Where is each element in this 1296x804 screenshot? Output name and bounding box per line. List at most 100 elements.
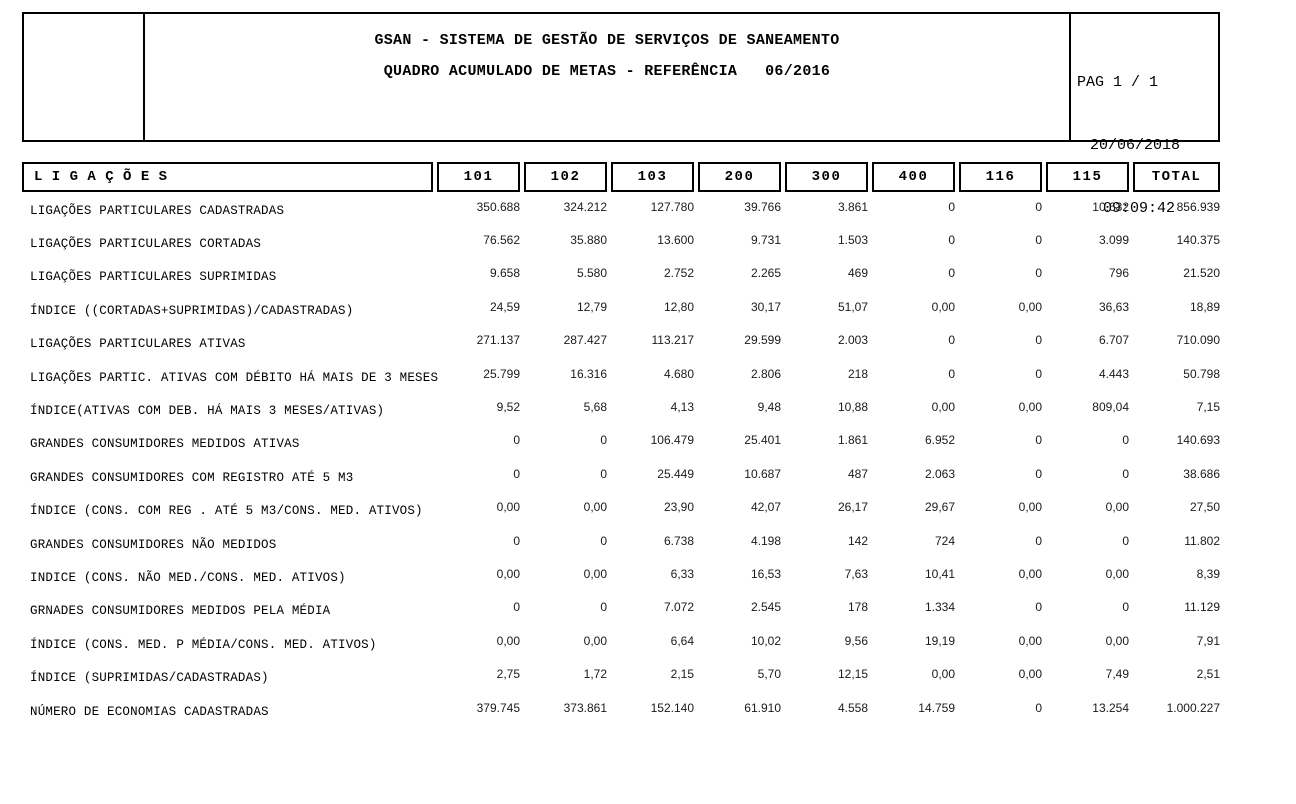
table-row: GRANDES CONSUMIDORES MEDIDOS ATIVAS 0 0 106… bbox=[22, 428, 1220, 461]
cell-value: 0 bbox=[1035, 366, 1042, 381]
cell-value: 140.693 bbox=[1176, 433, 1220, 448]
cell-value: 50.798 bbox=[1183, 366, 1220, 381]
cell-value: 856.939 bbox=[1176, 199, 1220, 214]
column-header-101: 101 bbox=[437, 162, 520, 192]
cell-value: 0 bbox=[948, 366, 955, 381]
cell-value: 0 bbox=[600, 433, 607, 448]
cell-value: 0 bbox=[1035, 199, 1042, 214]
cell-value: 25.799 bbox=[483, 366, 520, 381]
row-label: LIGAÇÕES PARTICULARES ATIVAS bbox=[30, 337, 246, 352]
cell-value: 3.099 bbox=[1098, 233, 1129, 248]
cell-value: 18,89 bbox=[1189, 299, 1220, 314]
cell-value: 2.806 bbox=[750, 366, 781, 381]
cell-value: 2,15 bbox=[670, 667, 694, 682]
cell-value: 0 bbox=[1122, 533, 1129, 548]
cell-value: 5,70 bbox=[757, 667, 781, 682]
row-label: ÍNDICE ((CORTADAS+SUPRIMIDAS)/CADASTRADA… bbox=[30, 303, 354, 318]
cell-value: 29.599 bbox=[744, 333, 781, 348]
cell-value: 0,00 bbox=[1018, 299, 1042, 314]
cell-value: 10.632 bbox=[1092, 199, 1129, 214]
cell-value: 487 bbox=[847, 466, 868, 481]
cell-value: 1.000.227 bbox=[1166, 700, 1220, 715]
cell-value: 6.952 bbox=[924, 433, 955, 448]
row-label: GRANDES CONSUMIDORES COM REGISTRO ATÉ 5 … bbox=[30, 470, 354, 485]
cell-value: 36,63 bbox=[1098, 299, 1129, 314]
row-label: GRNADES CONSUMIDORES MEDIDOS PELA MÉDIA bbox=[30, 604, 331, 619]
cell-value: 324.212 bbox=[563, 199, 607, 214]
cell-value: 11.129 bbox=[1184, 600, 1220, 615]
cell-value: 9,52 bbox=[496, 400, 520, 415]
table-row: LIGAÇÕES PARTICULARES CORTADAS 76.562 35.8… bbox=[22, 227, 1220, 260]
cell-value: 4.680 bbox=[663, 366, 694, 381]
cell-value: 30,17 bbox=[750, 299, 781, 314]
cell-value: 0 bbox=[1035, 433, 1042, 448]
table-row: LIGAÇÕES PARTICULARES CADASTRADAS 350.688… bbox=[22, 194, 1220, 227]
cell-value: 0 bbox=[948, 199, 955, 214]
report-title-box: GSAN - SISTEMA DE GESTÃO DE SERVIÇOS DE … bbox=[145, 14, 1071, 140]
column-header-200: 200 bbox=[698, 162, 781, 192]
column-header-116: 116 bbox=[959, 162, 1042, 192]
cell-value: 0 bbox=[1035, 700, 1042, 715]
cell-value: 0,00 bbox=[931, 299, 955, 314]
cell-value: 710.090 bbox=[1176, 333, 1220, 348]
cell-value: 38.686 bbox=[1183, 466, 1220, 481]
cell-value: 10.687 bbox=[744, 466, 781, 481]
column-header-ligacoes: L I G A Ç Õ E S bbox=[22, 162, 433, 192]
cell-value: 13.254 bbox=[1092, 700, 1129, 715]
report-time: 09:09:42 bbox=[1103, 200, 1176, 217]
cell-value: 106.479 bbox=[650, 433, 694, 448]
column-header-102: 102 bbox=[524, 162, 607, 192]
cell-value: 0,00 bbox=[1018, 400, 1042, 415]
report-title: GSAN - SISTEMA DE GESTÃO DE SERVIÇOS DE … bbox=[374, 32, 840, 49]
cell-value: 7.072 bbox=[663, 600, 694, 615]
cell-value: 127.780 bbox=[650, 199, 694, 214]
cell-value: 24,59 bbox=[489, 299, 520, 314]
cell-value: 2.265 bbox=[750, 266, 781, 281]
cell-value: 6,64 bbox=[670, 633, 694, 648]
cell-value: 0,00 bbox=[931, 667, 955, 682]
cell-value: 0,00 bbox=[583, 566, 607, 581]
cell-value: 0,00 bbox=[1018, 500, 1042, 515]
cell-value: 7,91 bbox=[1196, 633, 1220, 648]
cell-value: 9,48 bbox=[757, 400, 781, 415]
cell-value: 29,67 bbox=[924, 500, 955, 515]
cell-value: 0 bbox=[948, 333, 955, 348]
cell-value: 178 bbox=[847, 600, 868, 615]
cell-value: 0,00 bbox=[1018, 566, 1042, 581]
cell-value: 0 bbox=[600, 533, 607, 548]
table-row: NÚMERO DE ECONOMIAS CADASTRADAS 379.745 37… bbox=[22, 695, 1220, 728]
row-label: ÍNDICE (SUPRIMIDAS/CADASTRADAS) bbox=[30, 671, 269, 686]
column-header-103: 103 bbox=[611, 162, 694, 192]
cell-value: 0,00 bbox=[931, 400, 955, 415]
row-label: ÍNDICE (CONS. MED. P MÉDIA/CONS. MED. AT… bbox=[30, 637, 377, 652]
cell-value: 0 bbox=[1035, 600, 1042, 615]
cell-value: 350.688 bbox=[476, 199, 520, 214]
report-date: 20/06/2018 bbox=[1090, 137, 1181, 154]
cell-value: 0,00 bbox=[1105, 500, 1129, 515]
cell-value: 12,80 bbox=[663, 299, 694, 314]
cell-value: 10,41 bbox=[924, 566, 955, 581]
table-row: ÍNDICE(ATIVAS COM DEB. HÁ MAIS 3 MESES/A… bbox=[22, 394, 1220, 427]
cell-value: 0 bbox=[513, 466, 520, 481]
row-label: ÍNDICE (CONS. COM REG . ATÉ 5 M3/CONS. M… bbox=[30, 504, 423, 519]
table-row: ÍNDICE (SUPRIMIDAS/CADASTRADAS) 2,75 1,72 2… bbox=[22, 661, 1220, 694]
cell-value: 6.738 bbox=[663, 533, 694, 548]
table-row: ÍNDICE ((CORTADAS+SUPRIMIDAS)/CADASTRADA… bbox=[22, 294, 1220, 327]
row-label: LIGAÇÕES PARTICULARES SUPRIMIDAS bbox=[30, 270, 277, 285]
cell-value: 2.003 bbox=[837, 333, 868, 348]
cell-value: 23,90 bbox=[663, 500, 694, 515]
row-label: GRANDES CONSUMIDORES NÃO MEDIDOS bbox=[30, 537, 277, 552]
column-header-total: TOTAL bbox=[1133, 162, 1220, 192]
cell-value: 2.545 bbox=[750, 600, 781, 615]
cell-value: 287.427 bbox=[563, 333, 607, 348]
cell-value: 25.449 bbox=[657, 466, 694, 481]
cell-value: 76.562 bbox=[483, 233, 520, 248]
cell-value: 10,02 bbox=[750, 633, 781, 648]
cell-value: 0 bbox=[1035, 233, 1042, 248]
table-row: LIGAÇÕES PARTIC. ATIVAS COM DÉBITO HÁ MA… bbox=[22, 361, 1220, 394]
cell-value: 0 bbox=[600, 466, 607, 481]
logo-box bbox=[24, 14, 145, 140]
cell-value: 0 bbox=[513, 433, 520, 448]
cell-value: 8,39 bbox=[1196, 566, 1220, 581]
